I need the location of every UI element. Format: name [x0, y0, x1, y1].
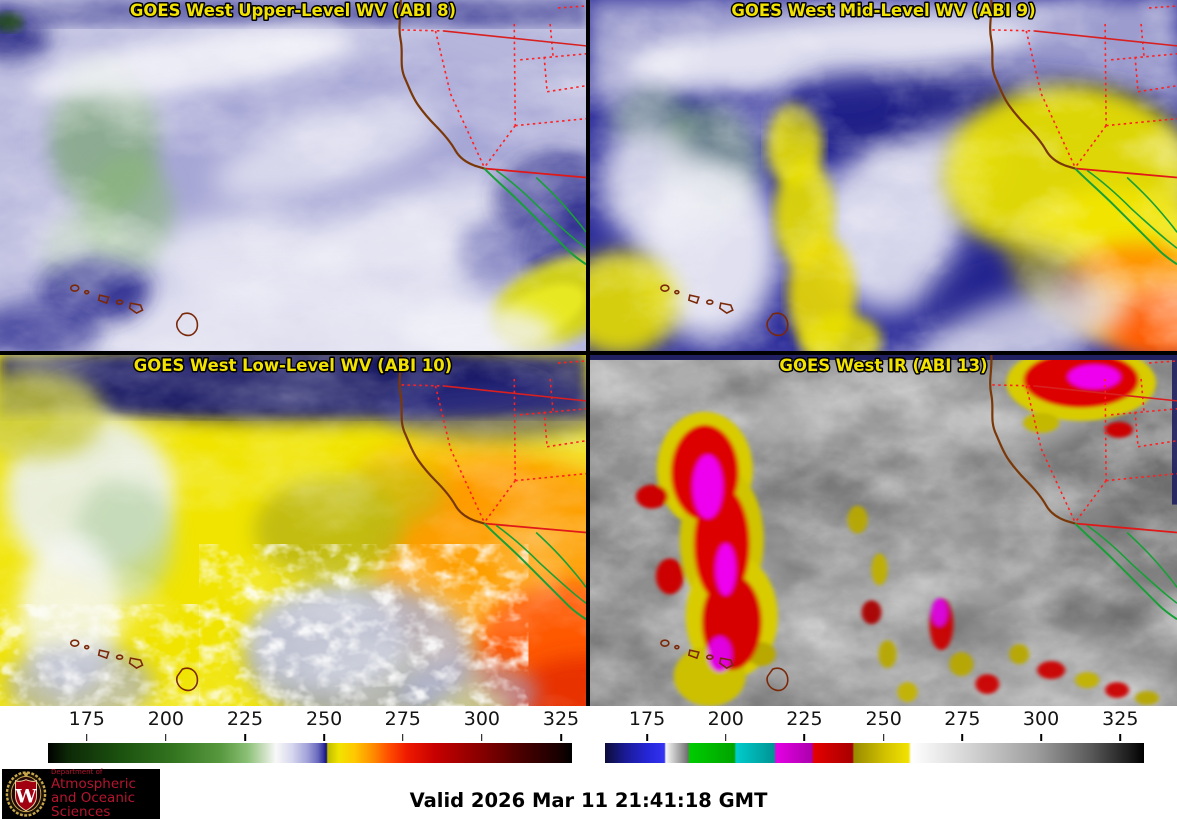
panel-title: GOES West Upper-Level WV (ABI 8) — [130, 1, 456, 20]
colorbar-tick-label: 200 — [147, 708, 185, 730]
colorbar-tick-label: 325 — [542, 708, 580, 730]
colorbar-tick-label: 200 — [707, 708, 744, 730]
colorbar-tick-label: 275 — [384, 708, 421, 730]
uw-aos-logo: W Department of Atmospheric and Oceanic … — [2, 767, 160, 820]
colorbar-tick-label: 225 — [226, 708, 264, 730]
panel-ir: GOES West IR (ABI 13) — [590, 355, 1177, 706]
uw-aos-logo-text: Department of Atmospheric and Oceanic Sc… — [51, 767, 160, 820]
panel-title: GOES West Low-Level WV (ABI 10) — [134, 356, 452, 375]
mid-level-wv-image: GOES West Mid-Level WV (ABI 9) — [590, 0, 1177, 351]
colorbar-tick-label: 175 — [68, 708, 105, 730]
cloud-art — [0, 355, 586, 706]
panel-title: GOES West IR (ABI 13) — [779, 356, 987, 375]
logo-line-3: and Oceanic Sciences — [51, 790, 136, 820]
cloud-art — [590, 0, 1177, 351]
ir-colorbar-labels: 175 200 225 250 275 300 325 — [605, 708, 1144, 733]
panel-mid-level-wv: GOES West Mid-Level WV (ABI 9) — [590, 0, 1177, 351]
colorbar-tick-label: 250 — [865, 708, 902, 730]
crest-letter: W — [14, 785, 37, 808]
colorbar-tick-label: 325 — [1102, 708, 1139, 730]
ir-colorbar-tickmarks — [605, 733, 1144, 743]
colorbar-tick-label: 250 — [306, 708, 343, 730]
wv-colorbar: 175 200 225 250 275 300 325 — [48, 708, 579, 764]
wv-colorbar-gradient — [48, 743, 572, 763]
ir-colorbar: 175 200 225 250 275 300 325 — [605, 708, 1144, 764]
colorbar-tick-label: 300 — [1022, 708, 1060, 730]
colorbar-tick-label: 175 — [628, 708, 666, 730]
colorbar-tick-label: 275 — [944, 708, 981, 730]
cloud-art — [590, 355, 1177, 706]
wv-colorbar-labels: 175 200 225 250 275 300 325 — [48, 708, 579, 733]
ir-image: GOES West IR (ABI 13) — [590, 355, 1177, 706]
panel-upper-level-wv: GOES West Upper-Level WV (ABI 8) — [0, 0, 586, 351]
uw-crest-icon: W — [5, 771, 47, 817]
logo-line-2: Atmospheric — [51, 775, 136, 792]
satellite-quadrant-grid: GOES West Upper-Level WV (ABI 8) — [0, 0, 1177, 706]
valid-time-text: Valid 2026 Mar 11 21:41:18 GMT — [409, 789, 768, 812]
low-level-wv-image: GOES West Low-Level WV (ABI 10) — [0, 355, 586, 706]
upper-level-wv-image: GOES West Upper-Level WV (ABI 8) — [0, 0, 586, 351]
panel-title: GOES West Mid-Level WV (ABI 9) — [731, 1, 1035, 20]
wv-colorbar-tickmarks — [48, 733, 572, 743]
panel-low-level-wv: GOES West Low-Level WV (ABI 10) — [0, 355, 586, 706]
ir-colorbar-gradient — [605, 743, 1144, 763]
colorbar-tick-label: 300 — [463, 708, 500, 730]
logo-line-1: Department of — [51, 767, 103, 776]
colorbar-tick-label: 225 — [786, 708, 823, 730]
cloud-art — [0, 0, 586, 351]
